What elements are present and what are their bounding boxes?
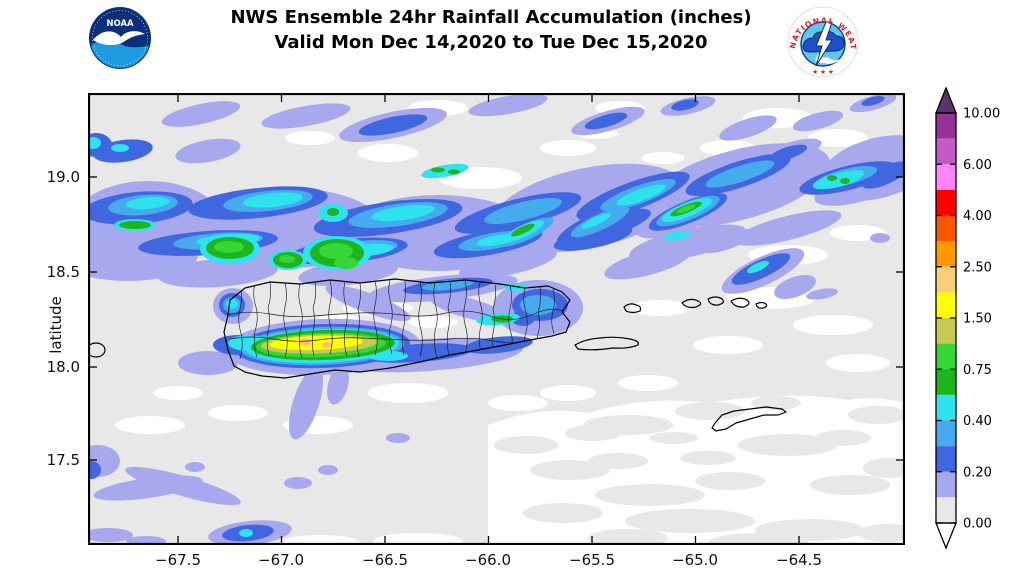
colorbar-label: 0.75 xyxy=(963,363,992,378)
colorbar-label: 0.00 xyxy=(963,517,992,532)
noaa-logo-text: NOAA xyxy=(106,19,134,29)
y-tick-label: 17.5 xyxy=(46,451,80,469)
municipality-boundaries xyxy=(225,279,570,360)
vieques-outline xyxy=(574,336,639,351)
y-tick-label: 19.0 xyxy=(46,168,80,186)
st-croix-outline xyxy=(711,406,787,432)
noaa-logo-bird-icon xyxy=(93,31,145,46)
y-tick-label: 18.0 xyxy=(46,358,80,376)
map-frame xyxy=(88,93,905,545)
colorbar-labels: 10.00 6.00 4.00 2.50 1.50 0.75 0.40 0.20… xyxy=(963,107,1000,532)
colorbar-label: 4.00 xyxy=(963,209,992,224)
mona-island-outline xyxy=(88,342,106,358)
trace-rain-patches xyxy=(494,396,905,545)
colorbar-label: 10.00 xyxy=(963,107,1000,122)
title-line-1: NWS Ensemble 24hr Rainfall Accumulation … xyxy=(230,7,752,28)
colorbar-under-arrow xyxy=(935,522,957,550)
noaa-logo-sea xyxy=(91,39,149,68)
x-tick-label: −65.5 xyxy=(569,551,615,569)
x-tick-label: −66.0 xyxy=(465,551,511,569)
nws-logo-wave xyxy=(815,54,840,64)
x-tick-label: −66.5 xyxy=(362,551,408,569)
nws-logo-lightning-icon xyxy=(815,21,833,67)
colorbar-label: 6.00 xyxy=(963,158,992,173)
x-tick-label: −64.5 xyxy=(776,551,822,569)
puerto-rico-outline xyxy=(223,278,571,379)
culebra-outline xyxy=(623,303,642,314)
colorbar-label: 0.20 xyxy=(963,465,992,480)
noaa-logo: NOAA xyxy=(89,7,151,69)
nws-logo-stars: ★ ★ ★ xyxy=(812,68,834,76)
nws-logo: NATIONAL WEATHER SERVICE ★ ★ ★ xyxy=(786,4,859,78)
colorbar-over-arrow xyxy=(935,86,957,114)
virgin-islands-outline xyxy=(681,296,768,309)
colorbar-ticks xyxy=(936,112,956,524)
colorbar: 10.00 6.00 4.00 2.50 1.50 0.75 0.40 0.20… xyxy=(935,86,1000,550)
latitude-axis-label: latitude xyxy=(47,296,65,354)
x-tick-label: −67.5 xyxy=(155,551,201,569)
colorbar-label: 0.40 xyxy=(963,414,992,429)
colorbar-segments xyxy=(936,113,956,523)
noaa-logo-text-ring xyxy=(92,10,148,66)
swpr-max-heavy-spots xyxy=(299,338,332,348)
y-tick-label: 18.5 xyxy=(46,263,80,281)
x-tick-label: −65.0 xyxy=(672,551,718,569)
title-line-2: Valid Mon Dec 14,2020 to Tue Dec 15,2020 xyxy=(274,32,708,53)
colorbar-label: 1.50 xyxy=(963,312,992,327)
x-tick-label: −67.0 xyxy=(258,551,304,569)
swpr-max-yellow-core xyxy=(269,335,363,351)
rainfall-map-plot xyxy=(88,93,905,545)
plot-title: NWS Ensemble 24hr Rainfall Accumulation … xyxy=(156,5,826,55)
colorbar-label: 2.50 xyxy=(963,260,992,275)
